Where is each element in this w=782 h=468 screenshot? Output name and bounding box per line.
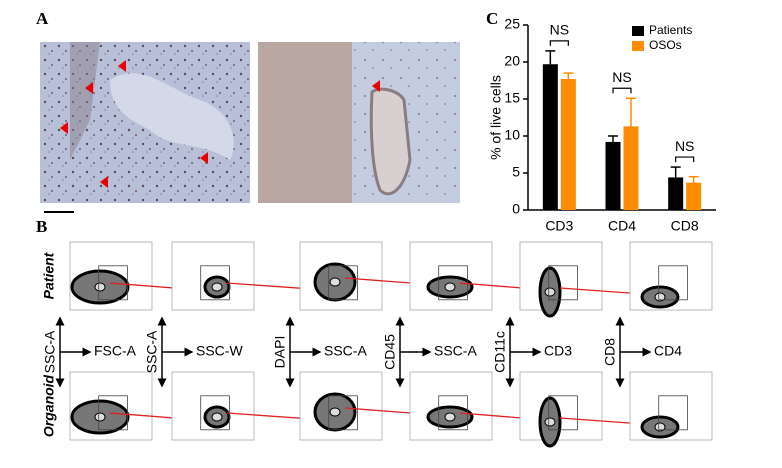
bar-chart: 0 5 10 15 20 25 % of live cells CD3 NS CD4 NS CD8 NS… <box>488 16 716 234</box>
row-label: Patient <box>41 251 57 299</box>
y-axis-label: SSC-A <box>42 330 58 373</box>
population-core <box>94 412 106 422</box>
gate <box>328 395 358 431</box>
legend-label: Patients <box>649 23 692 37</box>
x-tick-label: CD4 <box>608 218 636 234</box>
y-tick-label: 5 <box>512 164 520 180</box>
x-axis-label: SSC-A <box>434 343 477 359</box>
gate <box>658 395 688 431</box>
bar <box>542 64 558 210</box>
x-tick-label: CD8 <box>671 218 699 234</box>
annotation: NS <box>612 69 631 85</box>
population-core <box>544 417 556 427</box>
population-core <box>654 292 666 302</box>
y-axis-label: % of live cells <box>488 75 504 160</box>
y-axis-label: DAPI <box>272 336 288 369</box>
bar <box>560 79 576 211</box>
gate <box>438 265 468 301</box>
population-core <box>211 282 223 292</box>
population-core <box>544 287 556 297</box>
y-tick-label: 20 <box>504 53 520 69</box>
significance-bracket <box>675 156 695 163</box>
annotation: NS <box>550 22 569 38</box>
y-axis-label: CD11c <box>492 331 508 373</box>
row-label: Organoid <box>41 374 57 437</box>
x-tick-label: CD3 <box>545 218 573 234</box>
histology-image <box>258 42 460 203</box>
x-axis-label: CD3 <box>544 343 572 359</box>
bar <box>623 126 639 210</box>
y-tick-label: 10 <box>504 127 520 143</box>
x-axis-label: FSC-A <box>94 343 137 359</box>
y-axis-label: CD45 <box>382 334 398 370</box>
annotation: NS <box>675 138 694 154</box>
gate <box>548 265 578 301</box>
y-axis-label: CD8 <box>602 338 618 366</box>
gate <box>98 265 128 301</box>
bar <box>668 177 684 210</box>
legend-label: OSOs <box>649 38 682 52</box>
significance-bracket <box>549 40 569 46</box>
gate <box>438 395 468 431</box>
population-core <box>329 277 341 287</box>
population-core <box>211 412 223 422</box>
panel-label: C <box>486 9 498 28</box>
population-core <box>94 282 106 292</box>
y-tick-label: 15 <box>504 90 520 106</box>
y-axis-label: SSC-A <box>144 330 160 373</box>
significance-bracket <box>612 87 632 94</box>
histology-image <box>40 42 250 213</box>
y-tick-label: 25 <box>504 16 520 32</box>
gate <box>548 395 578 431</box>
x-axis-label: SSC-A <box>324 343 367 359</box>
gate <box>328 265 358 301</box>
y-tick-label: 0 <box>512 201 520 217</box>
gate <box>658 265 688 301</box>
legend-swatch <box>632 26 644 36</box>
population-core <box>444 282 456 292</box>
legend-swatch <box>632 41 644 51</box>
population-core <box>444 412 456 422</box>
population-core <box>654 422 666 432</box>
population-core <box>329 407 341 417</box>
bar <box>686 182 702 210</box>
x-axis-label: SSC-W <box>196 343 243 359</box>
x-axis-label: CD4 <box>654 343 682 359</box>
panel-label: A <box>36 9 49 28</box>
gate <box>98 395 128 431</box>
panel-label: B <box>36 217 47 236</box>
bar <box>605 141 621 210</box>
